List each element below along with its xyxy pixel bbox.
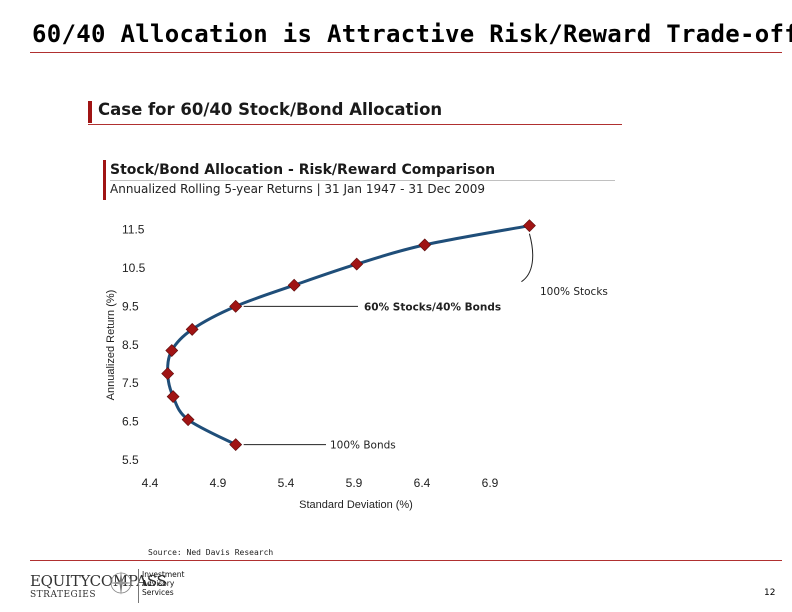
chart-header-accent-bar xyxy=(103,160,106,200)
tagline-line-1: Investment xyxy=(142,570,185,579)
annotation-label: 100% Stocks xyxy=(540,286,608,298)
logo-divider xyxy=(138,569,139,603)
title-divider xyxy=(30,52,782,53)
y-tick-label: 8.5 xyxy=(122,338,139,352)
logo-subtext: STRATEGIES xyxy=(30,590,97,600)
annotation-leader-line xyxy=(521,233,534,283)
company-logo: EQUITYCOMPASS STRATEGIES xyxy=(30,568,167,606)
chart-header: Stock/Bond Allocation - Risk/Reward Comp… xyxy=(103,160,615,200)
y-tick-label: 6.5 xyxy=(122,415,139,429)
source-note: Source: Ned Davis Research xyxy=(148,548,274,557)
data-point-marker xyxy=(418,238,432,252)
y-axis-label: Annualized Return (%) xyxy=(105,290,117,401)
data-point-marker xyxy=(287,278,301,292)
data-point-marker xyxy=(166,390,180,404)
chart-title: Stock/Bond Allocation - Risk/Reward Comp… xyxy=(110,162,496,178)
y-tick-label: 11.5 xyxy=(122,223,145,237)
chart-header-divider xyxy=(110,180,615,181)
data-point-marker xyxy=(229,299,243,313)
data-point-marker xyxy=(350,257,364,271)
data-point-marker xyxy=(165,344,179,357)
x-tick-label: 6.9 xyxy=(482,476,499,490)
data-point-marker xyxy=(161,367,175,380)
annotation-label: 100% Bonds xyxy=(330,440,396,452)
y-tick-label: 10.5 xyxy=(122,261,146,275)
x-tick-label: 5.4 xyxy=(278,476,295,490)
slide-title: 60/40 Allocation is Attractive Risk/Rewa… xyxy=(32,20,792,48)
company-tagline: Investment Advisory Services xyxy=(142,570,212,597)
x-tick-label: 4.9 xyxy=(210,476,227,490)
chart-subtitle: Annualized Rolling 5-year Returns | 31 J… xyxy=(110,182,485,196)
logo-wordmark: EQUITYCOMPASS xyxy=(30,572,167,590)
data-point-marker xyxy=(229,438,243,452)
x-tick-label: 6.4 xyxy=(414,476,431,490)
data-point-marker xyxy=(185,322,199,336)
efficient-frontier-line xyxy=(166,224,530,446)
section-header: Case for 60/40 Stock/Bond Allocation xyxy=(88,100,622,125)
tagline-line-2: Advisory xyxy=(142,579,175,588)
data-point-marker xyxy=(181,413,195,427)
section-header-accent-bar xyxy=(88,101,92,123)
data-point-marker xyxy=(523,219,536,233)
y-tick-label: 7.5 xyxy=(122,376,139,390)
x-tick-label: 5.9 xyxy=(346,476,363,490)
compass-icon xyxy=(109,571,133,595)
x-tick-label: 4.4 xyxy=(142,476,159,490)
y-tick-label: 5.5 xyxy=(122,453,139,467)
y-tick-label: 9.5 xyxy=(122,299,139,313)
section-header-text: Case for 60/40 Stock/Bond Allocation xyxy=(98,100,443,119)
footer-divider xyxy=(30,560,782,561)
page-number: 12 xyxy=(764,588,776,598)
annotation-label: 60% Stocks/40% Bonds xyxy=(364,301,501,313)
x-axis-label: Standard Deviation (%) xyxy=(299,499,413,511)
tagline-line-3: Services xyxy=(142,588,174,597)
